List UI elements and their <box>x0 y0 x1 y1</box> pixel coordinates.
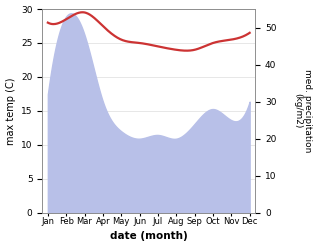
Y-axis label: max temp (C): max temp (C) <box>5 77 16 145</box>
X-axis label: date (month): date (month) <box>110 231 188 242</box>
Y-axis label: med. precipitation
(kg/m2): med. precipitation (kg/m2) <box>293 69 313 153</box>
